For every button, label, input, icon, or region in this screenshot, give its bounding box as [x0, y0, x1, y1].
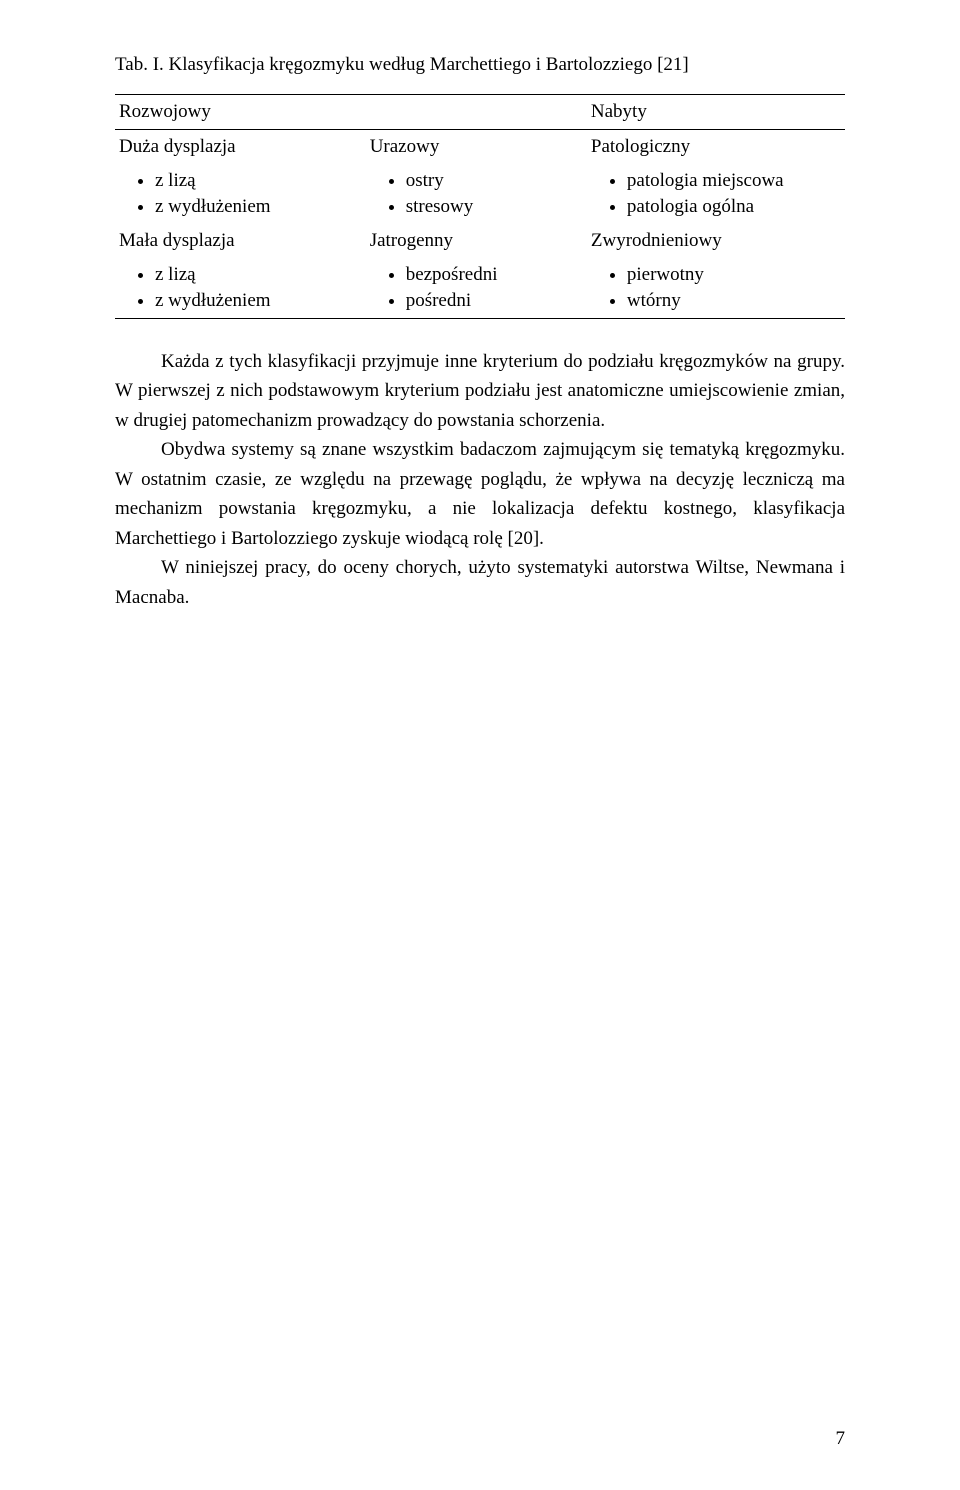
heading-left: Rozwojowy — [115, 95, 366, 130]
heading-center — [366, 95, 587, 130]
list-item: wtórny — [627, 288, 841, 314]
list-item: pośredni — [406, 288, 583, 314]
table-heading-row: Rozwojowy Nabyty — [115, 95, 845, 130]
paragraph-3-text: W niniejszej pracy, do oceny chorych, uż… — [115, 557, 845, 607]
row1-head-right: Patologiczny — [587, 130, 845, 165]
list-item: z lizą — [155, 262, 362, 288]
row2-head-center: Jatrogenny — [366, 224, 587, 258]
page: Tab. I. Klasyfikacja kręgozmyku według M… — [0, 0, 960, 1490]
row1-items-center: ostry stresowy — [366, 164, 587, 224]
paragraph-3: W niniejszej pracy, do oceny chorych, uż… — [115, 553, 845, 612]
list-item: patologia ogólna — [627, 194, 841, 220]
row1-items-right: patologia miejscowa patologia ogólna — [587, 164, 845, 224]
row2-items-left: z lizą z wydłużeniem — [115, 258, 366, 319]
row2-items: z lizą z wydłużeniem bezpośredni pośredn… — [115, 258, 845, 319]
paragraph-2-text: Obydwa systemy są znane wszystkim badacz… — [115, 439, 845, 548]
table-caption: Tab. I. Klasyfikacja kręgozmyku według M… — [115, 54, 845, 76]
row1-head-center: Urazowy — [366, 130, 587, 165]
list-item: pierwotny — [627, 262, 841, 288]
row2-items-right: pierwotny wtórny — [587, 258, 845, 319]
paragraph-1: Każda z tych klasyfikacji przyjmuje inne… — [115, 347, 845, 435]
row2-head-left: Mała dysplazja — [115, 224, 366, 258]
list-item: z wydłużeniem — [155, 288, 362, 314]
paragraph-2: Obydwa systemy są znane wszystkim badacz… — [115, 435, 845, 553]
list-item: bezpośredni — [406, 262, 583, 288]
row1-items-left: z lizą z wydłużeniem — [115, 164, 366, 224]
paragraph-1-text: Każda z tych klasyfikacji przyjmuje inne… — [115, 351, 845, 431]
classification-table: Rozwojowy Nabyty Duża dysplazja Urazowy … — [115, 94, 845, 319]
list-item: stresowy — [406, 194, 583, 220]
list-item: patologia miejscowa — [627, 168, 841, 194]
row2-heads: Mała dysplazja Jatrogenny Zwyrodnieniowy — [115, 224, 845, 258]
list-item: z wydłużeniem — [155, 194, 362, 220]
row2-items-center: bezpośredni pośredni — [366, 258, 587, 319]
list-item: ostry — [406, 168, 583, 194]
page-number: 7 — [836, 1428, 846, 1450]
row2-head-right: Zwyrodnieniowy — [587, 224, 845, 258]
row1-items: z lizą z wydłużeniem ostry stresowy pato… — [115, 164, 845, 224]
row1-heads: Duża dysplazja Urazowy Patologiczny — [115, 130, 845, 165]
heading-right: Nabyty — [587, 95, 845, 130]
list-item: z lizą — [155, 168, 362, 194]
row1-head-left: Duża dysplazja — [115, 130, 366, 165]
